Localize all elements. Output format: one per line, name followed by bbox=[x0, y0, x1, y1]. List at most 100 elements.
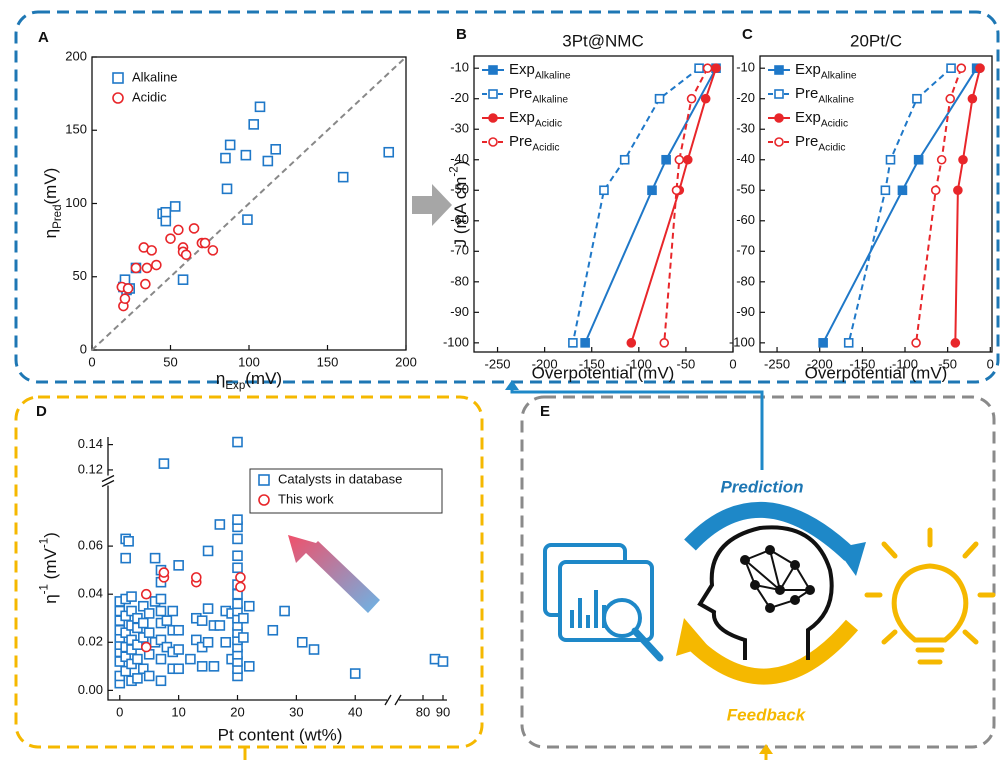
marker bbox=[845, 339, 853, 347]
marker bbox=[131, 263, 140, 272]
y-tick-label: -40 bbox=[736, 151, 755, 166]
bulb-icon bbox=[867, 530, 993, 662]
marker bbox=[174, 626, 183, 635]
marker bbox=[236, 582, 245, 591]
label-part: ) bbox=[451, 161, 470, 167]
label-part: J (mA cm bbox=[451, 177, 470, 248]
marker bbox=[127, 592, 136, 601]
legend-label: This work bbox=[278, 491, 334, 506]
x-tick-label: 20 bbox=[230, 704, 244, 719]
x-axis-label: ηExp(mV) bbox=[216, 369, 282, 392]
x-tick-label: 40 bbox=[348, 704, 362, 719]
y-tick-label: 100 bbox=[65, 195, 87, 210]
legend-marker bbox=[489, 138, 497, 146]
marker bbox=[881, 186, 889, 194]
marker bbox=[161, 217, 170, 226]
y-axis-label: J (mA cm-2) bbox=[448, 161, 470, 248]
marker bbox=[159, 568, 168, 577]
x-tick-label: 10 bbox=[171, 704, 185, 719]
y-tick-label: -30 bbox=[736, 121, 755, 136]
label-part: -2 bbox=[448, 166, 460, 176]
marker bbox=[236, 573, 245, 582]
y-tick-label: 0.14 bbox=[78, 436, 103, 451]
legend-label: Acidic bbox=[132, 89, 167, 104]
label-part: Pre bbox=[509, 85, 532, 102]
label-part: Pre bbox=[795, 133, 818, 150]
marker bbox=[142, 643, 151, 652]
marker bbox=[142, 263, 151, 272]
marker bbox=[139, 619, 148, 628]
marker bbox=[182, 250, 191, 259]
diagram-e: E Prediction Feedback bbox=[540, 403, 993, 725]
marker bbox=[156, 655, 165, 664]
legend-marker bbox=[489, 66, 497, 74]
label-part: η bbox=[41, 594, 60, 603]
y-tick-label: -80 bbox=[736, 273, 755, 288]
legend-marker bbox=[489, 90, 497, 98]
marker bbox=[239, 614, 248, 623]
series-line bbox=[631, 68, 716, 343]
marker bbox=[120, 294, 129, 303]
marker bbox=[704, 64, 712, 72]
y-tick-label: 0.02 bbox=[78, 634, 103, 649]
legend-label: PreAcidic bbox=[795, 133, 846, 153]
marker bbox=[152, 261, 161, 270]
y-tick-label: 0.06 bbox=[78, 538, 103, 553]
series-line bbox=[849, 68, 951, 343]
marker bbox=[133, 674, 142, 683]
x-tick-label: 90 bbox=[436, 704, 450, 719]
marker bbox=[243, 215, 252, 224]
label-part: Exp bbox=[795, 109, 821, 126]
marker bbox=[201, 239, 210, 248]
y-axis-label: ηPred(mV) bbox=[41, 168, 64, 239]
marker bbox=[684, 156, 692, 164]
marker bbox=[141, 280, 150, 289]
label-part: Pre bbox=[795, 85, 818, 102]
marker bbox=[339, 173, 348, 182]
legend-label: ExpAcidic bbox=[795, 109, 848, 129]
y-tick-label: 0.12 bbox=[78, 461, 103, 476]
y-tick-label: -60 bbox=[736, 212, 755, 227]
prediction-label: Prediction bbox=[720, 477, 803, 496]
marker bbox=[384, 148, 393, 157]
marker bbox=[954, 186, 962, 194]
legend-marker bbox=[489, 114, 497, 122]
legend-marker bbox=[113, 73, 123, 83]
marker bbox=[166, 234, 175, 243]
marker bbox=[233, 563, 242, 572]
series-line bbox=[823, 68, 977, 343]
marker bbox=[198, 616, 207, 625]
marker bbox=[233, 515, 242, 524]
legend-marker bbox=[259, 475, 269, 485]
legend-label: PreAlkaline bbox=[509, 85, 568, 105]
label-part: Acidic bbox=[818, 142, 845, 153]
marker bbox=[221, 638, 230, 647]
marker bbox=[162, 616, 171, 625]
marker bbox=[255, 102, 264, 111]
marker bbox=[672, 186, 680, 194]
legend-label: PreAcidic bbox=[509, 133, 560, 153]
legend-label: ExpAlkaline bbox=[795, 61, 857, 81]
y-tick-label: 150 bbox=[65, 122, 87, 137]
marker bbox=[245, 602, 254, 611]
marker bbox=[648, 186, 656, 194]
panel-label: D bbox=[36, 403, 47, 420]
panel-label: E bbox=[540, 403, 550, 420]
marker bbox=[688, 95, 696, 103]
x-tick-label: 0 bbox=[729, 356, 736, 371]
series-line bbox=[916, 68, 961, 343]
axis-break bbox=[387, 696, 399, 704]
x-axis-label: Pt content (wt%) bbox=[218, 725, 343, 744]
legend-marker bbox=[775, 66, 783, 74]
y-tick-label: 200 bbox=[65, 48, 87, 63]
marker bbox=[174, 664, 183, 673]
marker bbox=[221, 154, 230, 163]
marker bbox=[161, 208, 170, 217]
label-part: Alkaline bbox=[818, 94, 854, 105]
marker bbox=[957, 64, 965, 72]
marker bbox=[976, 64, 984, 72]
marker bbox=[938, 156, 946, 164]
marker bbox=[233, 534, 242, 543]
marker bbox=[121, 554, 130, 563]
x-tick-label: -250 bbox=[485, 356, 511, 371]
